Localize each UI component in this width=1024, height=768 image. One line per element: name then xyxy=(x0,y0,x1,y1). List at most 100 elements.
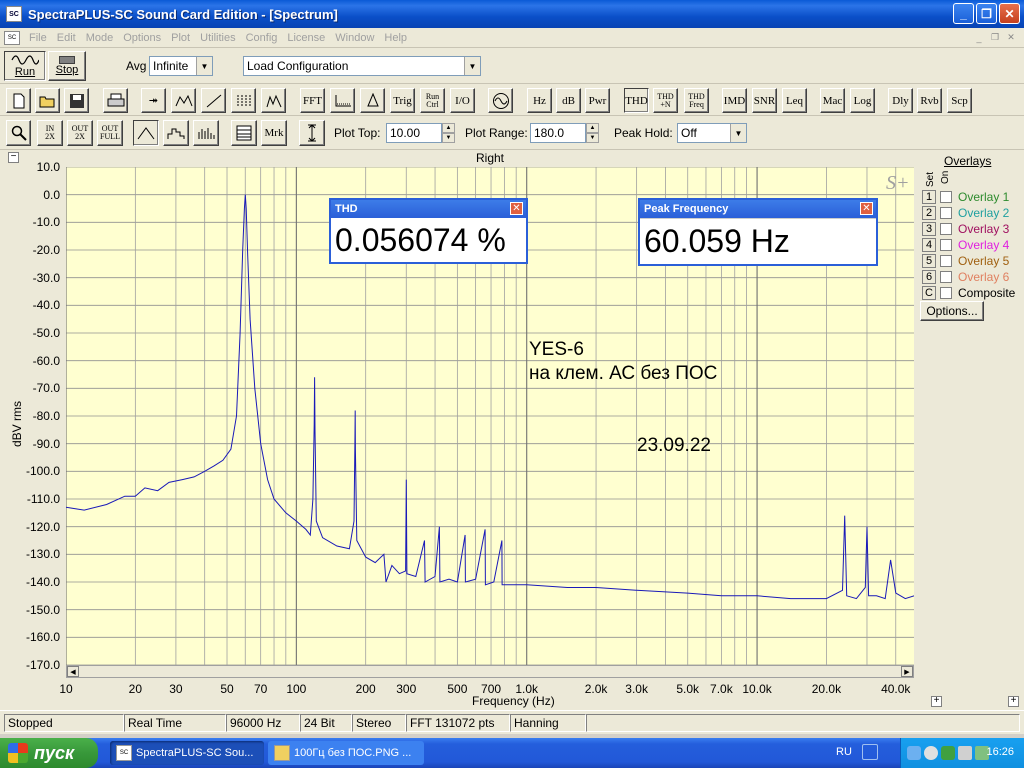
marker-button[interactable]: Mrk xyxy=(261,120,287,146)
tray-app-icon[interactable] xyxy=(975,746,989,760)
minimize-button[interactable]: _ xyxy=(953,3,974,24)
table-view-button[interactable] xyxy=(231,120,257,146)
plot-top-input[interactable]: 10.00 ▲ ▼ xyxy=(386,123,455,143)
zoom-in-2x-button[interactable]: IN 2X xyxy=(37,120,63,146)
3d-surface-button[interactable] xyxy=(261,88,286,113)
plot-range-spinner[interactable]: ▲ ▼ xyxy=(586,123,599,143)
tray-network-icon[interactable] xyxy=(907,746,921,760)
ramp-button[interactable] xyxy=(201,88,226,113)
snr-button[interactable]: SNR xyxy=(752,88,777,113)
run-button[interactable]: Run xyxy=(4,51,46,81)
run-ctrl-button[interactable]: Run Ctrl xyxy=(420,88,445,113)
horizontal-scrollbar[interactable]: ◀ ▶ xyxy=(66,665,914,678)
overlay-checkbox[interactable] xyxy=(940,255,952,267)
spin-down-icon[interactable]: ▼ xyxy=(442,133,455,143)
close-button[interactable]: ✕ xyxy=(999,3,1020,24)
overlay-checkbox[interactable] xyxy=(940,239,952,251)
language-indicator[interactable]: RU xyxy=(836,746,852,758)
print-button[interactable] xyxy=(103,88,128,113)
overlay-set-button[interactable]: 3 xyxy=(922,222,936,236)
hz-button[interactable]: Hz xyxy=(527,88,552,113)
restore-button[interactable]: ❐ xyxy=(976,3,997,24)
line-plot-button[interactable] xyxy=(133,120,159,146)
scp-button[interactable]: Scp xyxy=(947,88,972,113)
keyboard-icon[interactable] xyxy=(862,744,878,760)
overlay-row[interactable]: 3 Overlay 3 xyxy=(922,221,1009,237)
thd-window[interactable]: THD ✕ 0.056074 % xyxy=(329,198,528,264)
collapse-icon[interactable]: − xyxy=(8,152,19,163)
rvb-button[interactable]: Rvb xyxy=(917,88,942,113)
menu-help[interactable]: Help xyxy=(384,31,408,44)
menu-plot[interactable]: Plot xyxy=(171,31,191,44)
scale-button[interactable] xyxy=(299,120,325,146)
overlay-row[interactable]: C Composite xyxy=(922,285,1015,301)
thd-button[interactable]: THD xyxy=(624,88,649,113)
db-button[interactable]: dB xyxy=(556,88,581,113)
overlay-row[interactable]: 1 Overlay 1 xyxy=(922,189,1009,205)
leq-button[interactable]: Leq xyxy=(782,88,807,113)
spin-up-icon[interactable]: ▲ xyxy=(586,123,599,133)
overlay-checkbox[interactable] xyxy=(940,271,952,283)
dly-button[interactable]: Dly xyxy=(888,88,913,113)
close-icon[interactable]: ✕ xyxy=(510,202,523,215)
scroll-right-icon[interactable]: ▶ xyxy=(901,666,913,677)
menu-window[interactable]: Window xyxy=(335,31,375,44)
zoom-button[interactable] xyxy=(6,120,31,146)
overlay-checkbox[interactable] xyxy=(940,223,952,235)
overlays-options-button[interactable]: Options... xyxy=(920,301,984,321)
menu-edit[interactable]: Edit xyxy=(56,31,76,44)
trigger-button[interactable]: Trig xyxy=(390,88,415,113)
step-plot-button[interactable] xyxy=(163,120,189,146)
io-button[interactable]: I/O xyxy=(450,88,475,113)
save-button[interactable] xyxy=(64,88,89,113)
menu-license[interactable]: License xyxy=(287,31,326,44)
app-icon[interactable]: SC xyxy=(6,6,22,22)
peak-hold-select[interactable]: Off ▼ xyxy=(677,123,747,143)
fast-forward-button[interactable]: ⯮ xyxy=(141,88,166,113)
new-file-button[interactable] xyxy=(6,88,31,113)
overlay-row[interactable]: 6 Overlay 6 xyxy=(922,269,1009,285)
overlay-checkbox[interactable] xyxy=(940,207,952,219)
mdi-minimize-button[interactable]: _ xyxy=(976,32,982,43)
overlay-checkbox[interactable] xyxy=(940,191,952,203)
fft-button[interactable]: FFT xyxy=(300,88,325,113)
thd-n-button[interactable]: THD +N xyxy=(653,88,678,113)
menu-file[interactable]: File xyxy=(29,31,47,44)
plot-top-spinner[interactable]: ▲ ▼ xyxy=(442,123,455,143)
imd-button[interactable]: IMD xyxy=(722,88,747,113)
overlay-set-button[interactable]: 1 xyxy=(922,190,936,204)
mac-button[interactable]: Mac xyxy=(820,88,845,113)
overlays-title[interactable]: Overlays xyxy=(944,154,992,168)
overlay-set-button[interactable]: 4 xyxy=(922,238,936,252)
taskbar-item-spectraplus[interactable]: SC SpectraPLUS-SC Sou... xyxy=(110,741,264,765)
taskbar-item-image[interactable]: 100Гц без ПОС.PNG ... xyxy=(268,741,424,765)
overlay-set-button[interactable]: 2 xyxy=(922,206,936,220)
mdi-restore-button[interactable]: ❐ xyxy=(990,32,1000,42)
spin-up-icon[interactable]: ▲ xyxy=(442,123,455,133)
menu-utilities[interactable]: Utilities xyxy=(200,31,236,44)
dropdown-arrow-icon[interactable]: ▼ xyxy=(464,57,480,75)
close-icon[interactable]: ✕ xyxy=(860,202,873,215)
spectrogram-button[interactable] xyxy=(231,88,256,113)
clock[interactable]: 16:26 xyxy=(986,746,1014,758)
tray-volume-icon[interactable] xyxy=(958,746,972,760)
avg-select[interactable]: Infinite ▼ xyxy=(149,56,213,76)
dropdown-arrow-icon[interactable]: ▼ xyxy=(196,57,212,75)
expand-icon[interactable]: + xyxy=(931,696,942,707)
bar-plot-button[interactable] xyxy=(193,120,219,146)
overlay-row[interactable]: 2 Overlay 2 xyxy=(922,205,1009,221)
mdi-child-icon[interactable]: SC xyxy=(4,30,20,45)
start-button[interactable]: пуск xyxy=(0,738,98,768)
time-series-button[interactable] xyxy=(330,88,355,113)
overlay-row[interactable]: 5 Overlay 5 xyxy=(922,253,1009,269)
tray-media-icon[interactable] xyxy=(924,746,938,760)
menu-config[interactable]: Config xyxy=(245,31,278,44)
zoom-out-2x-button[interactable]: OUT 2X xyxy=(67,120,93,146)
tray-security-icon[interactable] xyxy=(941,746,955,760)
menu-options[interactable]: Options xyxy=(123,31,162,44)
plot-range-input[interactable]: 180.0 ▲ ▼ xyxy=(530,123,599,143)
mdi-close-button[interactable]: ✕ xyxy=(1007,32,1015,42)
pwr-button[interactable]: Pwr xyxy=(585,88,610,113)
thd-freq-button[interactable]: THD Freq xyxy=(684,88,709,113)
spin-down-icon[interactable]: ▼ xyxy=(586,133,599,143)
